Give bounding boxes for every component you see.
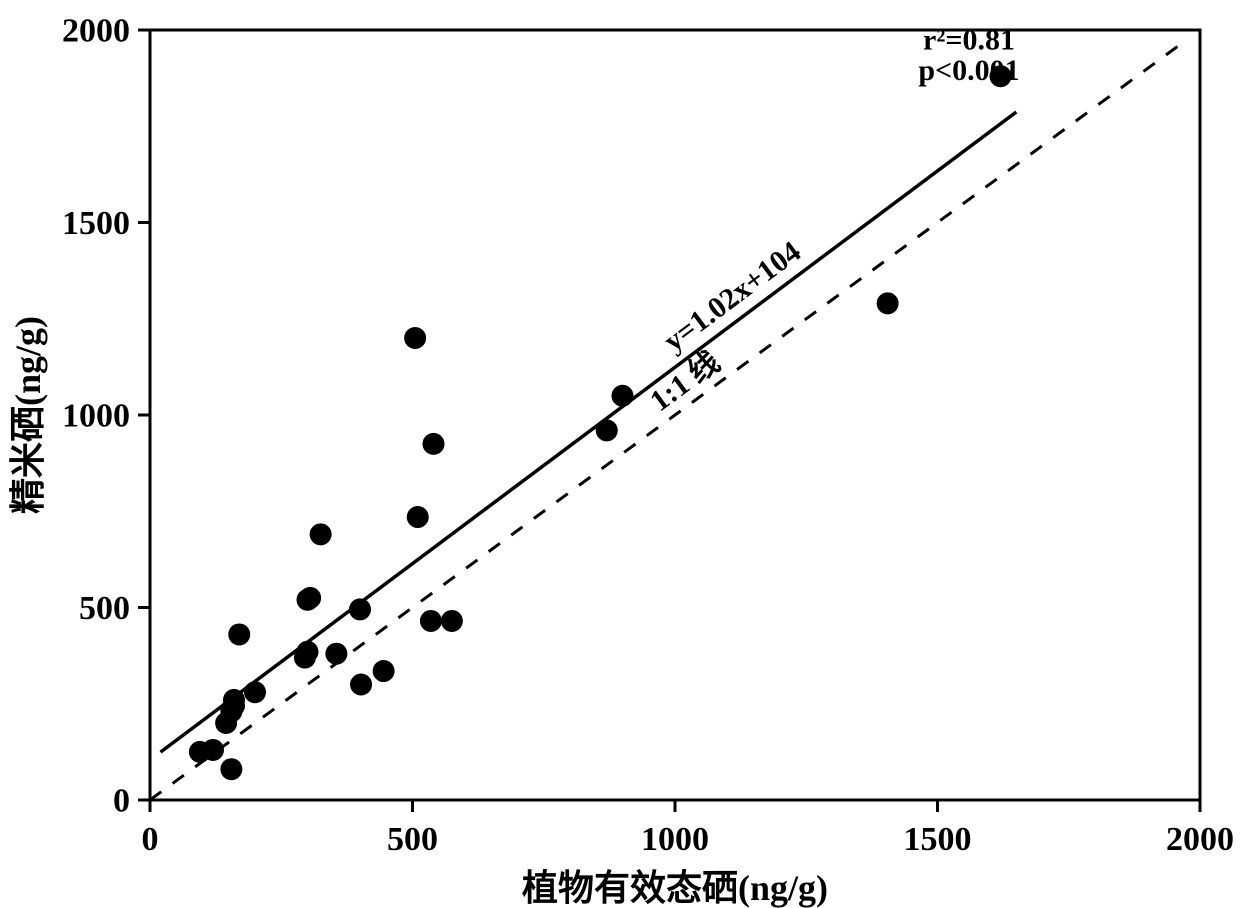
- data-point: [223, 689, 245, 711]
- data-point: [299, 587, 321, 609]
- data-point: [404, 327, 426, 349]
- data-point: [244, 681, 266, 703]
- svg-text:500: 500: [79, 590, 130, 627]
- scatter-chart: 0 500 1000 1500 2000 0 500 1000 1500 2000 植物有效态硒(n…: [0, 0, 1240, 908]
- svg-text:0: 0: [113, 782, 130, 819]
- svg-text:500: 500: [387, 821, 438, 858]
- data-point: [310, 523, 332, 545]
- data-point: [407, 506, 429, 528]
- y-axis-label: 精米硒(ng/g): [8, 316, 48, 514]
- data-point: [612, 385, 634, 407]
- x-axis-label: 植物有效态硒(ng/g): [522, 868, 828, 908]
- data-point: [350, 674, 372, 696]
- svg-text:2000: 2000: [62, 12, 130, 49]
- svg-text:0: 0: [142, 821, 159, 858]
- data-point: [220, 758, 242, 780]
- data-point: [596, 419, 618, 441]
- svg-text:1000: 1000: [62, 397, 130, 434]
- data-point: [202, 739, 224, 761]
- svg-text:1500: 1500: [62, 205, 130, 242]
- data-point: [423, 433, 445, 455]
- data-point: [373, 660, 395, 682]
- data-point: [297, 641, 319, 663]
- data-point: [877, 292, 899, 314]
- svg-text:2000: 2000: [1166, 821, 1234, 858]
- data-point: [325, 643, 347, 665]
- svg-text:1000: 1000: [641, 821, 709, 858]
- data-point: [228, 623, 250, 645]
- p-annotation: p<0.001: [918, 54, 1019, 87]
- svg-text:1500: 1500: [904, 821, 972, 858]
- data-point: [349, 598, 371, 620]
- r2-annotation: r²=0.81: [923, 23, 1015, 56]
- data-point: [420, 610, 442, 632]
- data-point: [441, 610, 463, 632]
